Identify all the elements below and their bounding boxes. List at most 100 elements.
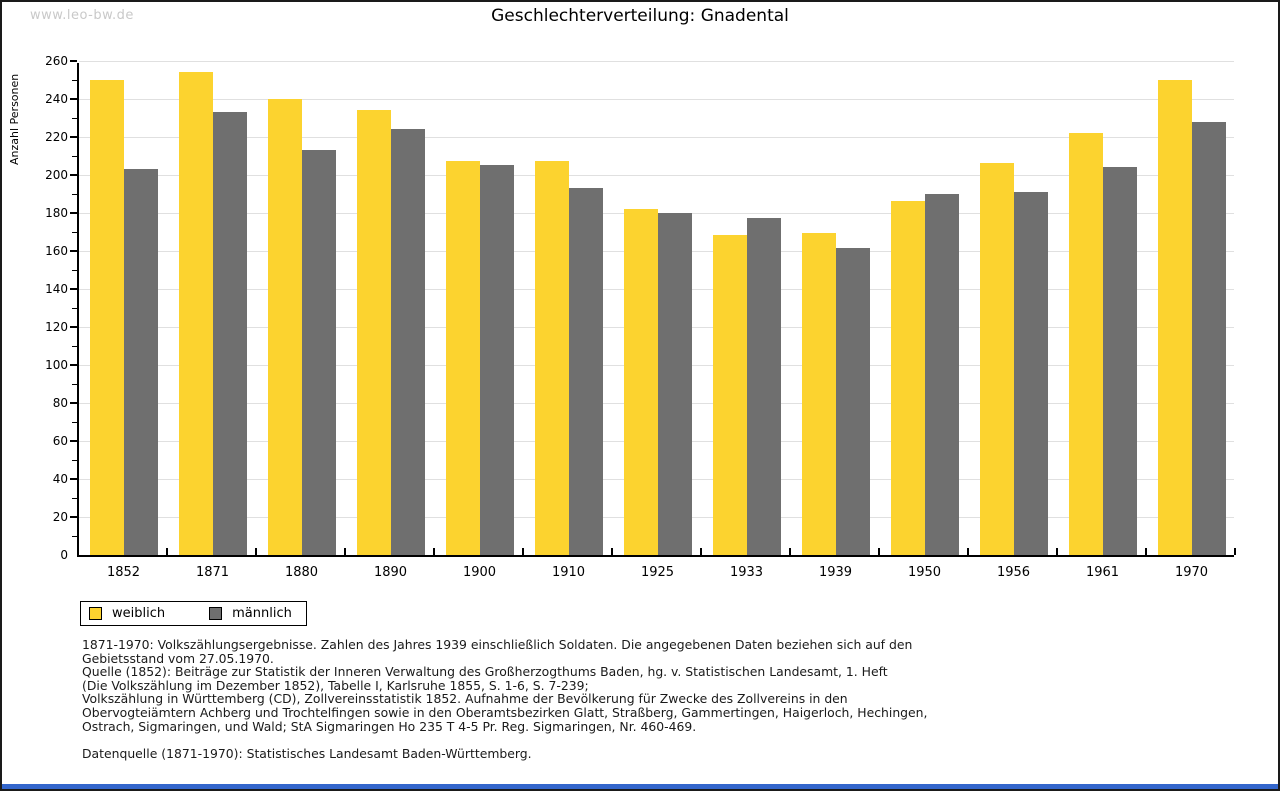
y-axis-tick-60	[70, 440, 77, 442]
gridline-y-200	[79, 174, 1234, 176]
x-axis-tick-6	[611, 548, 613, 555]
x-axis-label-1950: 1950	[907, 565, 942, 580]
footnote-line-3: Quelle (1852): Beiträge zur Statistik de…	[82, 664, 888, 680]
bar-männlich-1950	[924, 193, 959, 555]
chart-title: Geschlechterverteilung: Gnadental	[491, 6, 789, 26]
footnote-line-4: (Die Volkszählung im Dezember 1852), Tab…	[82, 677, 589, 693]
y-axis-label-20: 20	[52, 510, 68, 524]
x-axis-tick-12	[1145, 548, 1147, 555]
bar-weiblich-1950	[890, 201, 925, 555]
y-axis-title: Anzahl Personen	[8, 73, 21, 165]
y-axis-tick-40	[70, 478, 77, 480]
y-axis-tick-140	[70, 288, 77, 290]
bar-weiblich-1852	[89, 80, 124, 555]
y-axis-tick-210	[72, 156, 77, 157]
y-axis-tick-190	[72, 194, 77, 195]
plot-area: 0 20 40 60 80 100 120 140 160 180 200 220 240 260 1852…	[45, 55, 1236, 580]
x-axis-tick-2	[255, 548, 257, 555]
y-axis-tick-20	[70, 516, 77, 518]
y-axis-tick-30	[72, 498, 77, 499]
bar-weiblich-1880	[267, 98, 302, 555]
bar-weiblich-1970	[1157, 80, 1192, 555]
footnote-line-7: Ostrach, Sigmaringen, und Wald; StA Sigm…	[82, 718, 697, 734]
bar-männlich-1925	[657, 212, 692, 555]
bar-männlich-1933	[746, 218, 781, 555]
bar-männlich-1910	[568, 187, 603, 555]
x-axis-label-1880: 1880	[284, 565, 319, 580]
y-axis-tick-170	[72, 232, 77, 233]
x-axis-tick-10	[967, 548, 969, 555]
y-axis-label-160: 160	[45, 244, 68, 258]
bar-männlich-1880	[301, 150, 336, 555]
x-axis-tick-7	[700, 548, 702, 555]
legend-item-männlich: männlich	[209, 606, 292, 621]
footer-accent-bar	[2, 784, 1278, 789]
x-axis-label-1933: 1933	[729, 565, 764, 580]
footnote-line-9: Datenquelle (1871-1970): Statistisches L…	[82, 745, 532, 761]
y-axis-tick-180	[70, 212, 77, 214]
bar-männlich-1961	[1102, 167, 1137, 555]
legend-item-weiblich: weiblich	[89, 606, 165, 621]
y-axis-tick-10	[72, 536, 77, 537]
y-axis-label-260: 260	[45, 54, 68, 68]
footnote-line-1: 1871-1970: Volkszählungsergebnisse. Zahl…	[82, 637, 913, 652]
x-axis-tick-5	[522, 548, 524, 555]
footnote-line-6: Obervogteiämtern Achberg und Trochtelfin…	[82, 704, 928, 720]
x-axis-label-1910: 1910	[551, 565, 586, 580]
y-axis-tick-250	[72, 80, 77, 81]
legend-box: weiblich männlich	[80, 601, 307, 626]
bar-männlich-1871	[212, 112, 247, 555]
footnote-line-8	[82, 733, 1238, 747]
x-axis-label-1852: 1852	[106, 565, 141, 580]
bar-männlich-1900	[479, 165, 514, 555]
x-axis-tick-8	[789, 548, 791, 555]
x-axis-label-1961: 1961	[1085, 565, 1120, 580]
y-axis-tick-200	[70, 174, 77, 176]
y-axis-tick-260	[70, 60, 77, 62]
x-axis-tick-9	[878, 548, 880, 555]
bar-weiblich-1890	[356, 110, 391, 555]
legend-swatch-männlich	[209, 607, 223, 620]
x-axis-label-1890: 1890	[373, 565, 408, 580]
bar-männlich-1890	[390, 129, 425, 555]
x-axis-label-1939: 1939	[818, 565, 853, 580]
bar-männlich-1956	[1013, 191, 1048, 555]
y-axis-tick-160	[70, 250, 77, 252]
bar-weiblich-1956	[979, 163, 1014, 555]
y-axis-label-240: 240	[45, 92, 68, 106]
y-axis-tick-90	[72, 384, 77, 385]
legend-label-weiblich: weiblich	[112, 606, 166, 621]
bar-weiblich-1961	[1068, 133, 1103, 555]
y-axis-tick-50	[72, 460, 77, 461]
y-axis-tick-100	[70, 364, 77, 366]
watermark-leo-bw: www.leo-bw.de	[30, 8, 134, 23]
y-axis-label-180: 180	[45, 206, 68, 220]
x-axis-tick-1	[166, 548, 168, 555]
x-axis-tick-11	[1056, 548, 1058, 555]
y-axis-tick-130	[72, 308, 77, 309]
y-axis-tick-230	[72, 118, 77, 119]
x-axis-label-1900: 1900	[462, 565, 497, 580]
y-axis-label-100: 100	[45, 358, 68, 372]
y-axis-label-200: 200	[45, 168, 68, 182]
bar-männlich-1970	[1191, 121, 1226, 555]
x-axis-label-1925: 1925	[640, 565, 675, 580]
bar-weiblich-1939	[801, 233, 836, 555]
y-axis-label-80: 80	[52, 396, 68, 410]
y-axis-label-0: 0	[60, 548, 68, 562]
legend-label-männlich: männlich	[232, 606, 292, 621]
y-axis-tick-240	[70, 98, 77, 100]
bar-männlich-1852	[123, 168, 158, 555]
y-axis-tick-120	[70, 326, 77, 328]
y-axis-tick-220	[70, 136, 77, 138]
bar-männlich-1939	[835, 248, 870, 555]
y-axis-label-120: 120	[45, 320, 68, 334]
x-axis-label-1970: 1970	[1174, 565, 1209, 580]
bar-weiblich-1933	[712, 235, 747, 555]
gridline-y-220	[79, 136, 1234, 138]
footnote-line-5: Volkszählung in Württemberg (CD), Zollve…	[82, 691, 848, 707]
x-axis-tick-13	[1234, 548, 1236, 555]
x-axis-tick-3	[344, 548, 346, 555]
bar-weiblich-1900	[445, 161, 480, 555]
y-axis-tick-110	[72, 346, 77, 347]
